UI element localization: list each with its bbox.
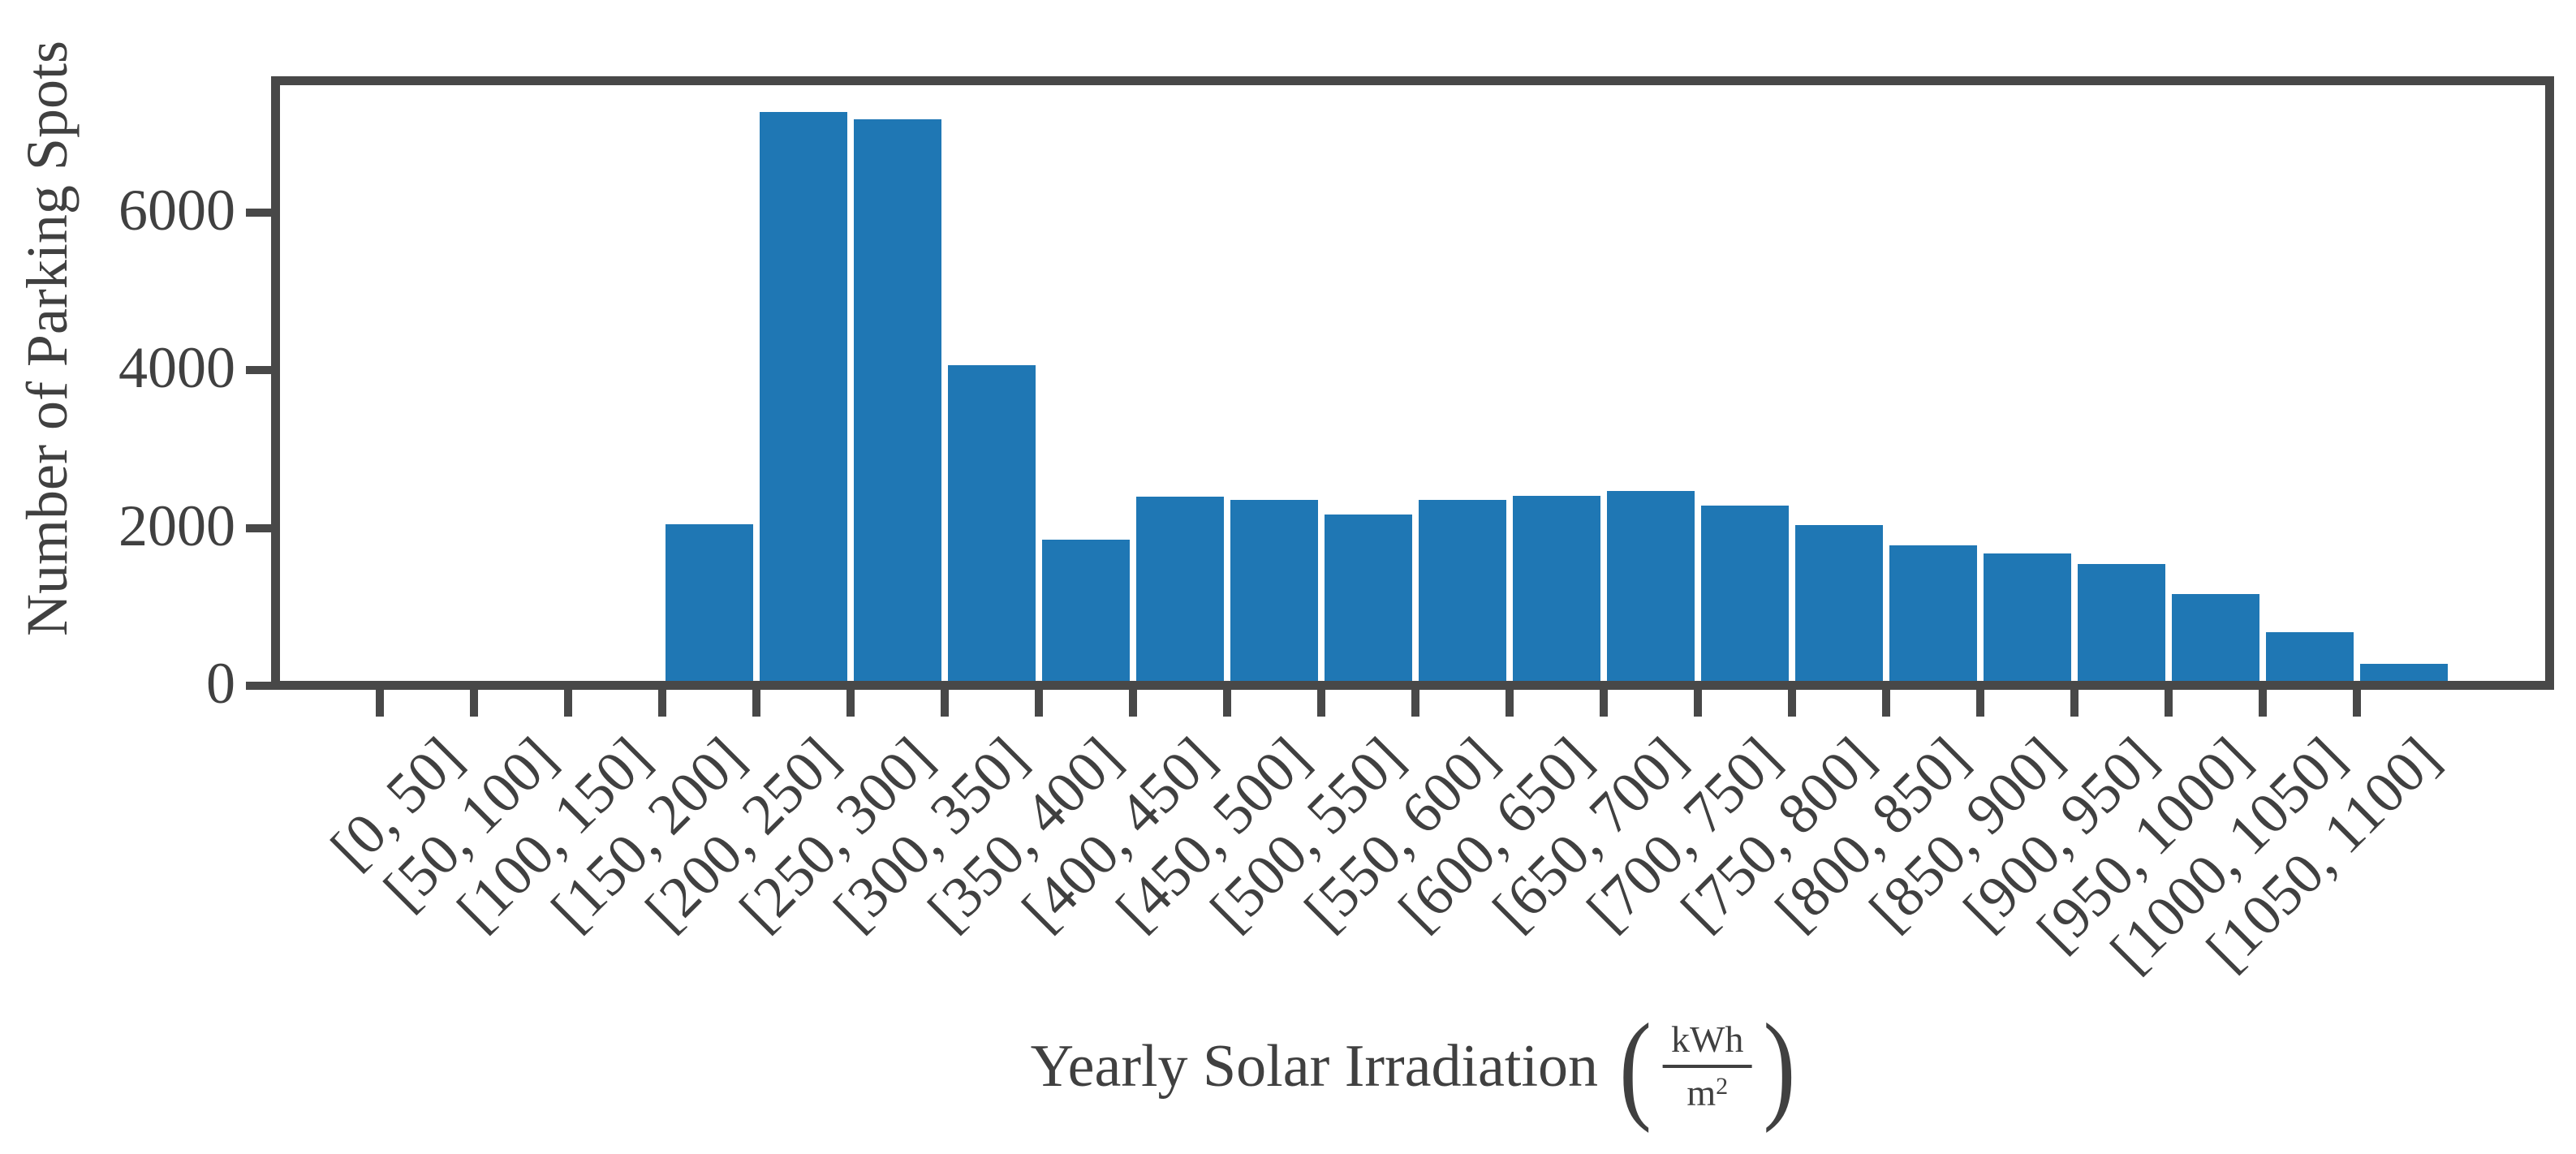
- bar: [666, 523, 753, 681]
- x-tick-mark: [470, 690, 478, 717]
- x-tick-mark: [2165, 690, 2173, 717]
- x-tick-mark: [1317, 690, 1325, 717]
- bar: [2172, 594, 2259, 681]
- x-tick-mark: [1694, 690, 1702, 717]
- bar: [1325, 515, 1412, 681]
- y-tick-mark: [246, 366, 271, 375]
- x-tick-mark: [1506, 690, 1514, 717]
- x-tick-mark: [2353, 690, 2361, 717]
- bar: [2266, 631, 2354, 681]
- y-tick-mark: [246, 208, 271, 217]
- x-tick-mark: [658, 690, 666, 717]
- y-tick-mark: [246, 523, 271, 532]
- bar: [1701, 506, 1789, 681]
- x-tick-mark: [376, 690, 384, 717]
- x-tick-mark: [1788, 690, 1796, 717]
- x-tick-mark: [1882, 690, 1890, 717]
- x-tick-mark: [941, 690, 949, 717]
- y-tick-label: 6000: [118, 178, 235, 243]
- bar: [1513, 495, 1600, 681]
- bar: [1042, 540, 1130, 681]
- y-tick-mark: [246, 682, 271, 690]
- bar: [1984, 553, 2071, 681]
- x-tick-mark: [2070, 690, 2078, 717]
- x-tick-mark: [2259, 690, 2267, 717]
- x-tick-mark: [1129, 690, 1137, 717]
- y-tick-label: 4000: [118, 335, 235, 401]
- bar: [1607, 490, 1695, 681]
- bar: [1889, 545, 1977, 681]
- x-axis-label: Yearly Solar Irradiation ( kWh m2 ): [1030, 1005, 1796, 1126]
- bar: [2360, 663, 2448, 681]
- unit-numerator: kWh: [1663, 1021, 1752, 1068]
- bar: [760, 111, 847, 681]
- x-tick-mark: [752, 690, 760, 717]
- x-tick-mark: [1976, 690, 1984, 717]
- bar: [1230, 499, 1318, 681]
- close-paren-glyph: ): [1763, 998, 1796, 1134]
- y-tick-label: 2000: [118, 493, 235, 558]
- unit-fraction: kWh m2: [1663, 1021, 1752, 1113]
- x-axis-label-text: Yearly Solar Irradiation: [1030, 1033, 1599, 1100]
- x-tick-mark: [564, 690, 572, 717]
- x-tick-mark: [1035, 690, 1043, 717]
- bar: [2078, 564, 2165, 681]
- bar: [948, 364, 1036, 681]
- bar: [1136, 496, 1224, 681]
- plot-area: [271, 76, 2554, 690]
- bar: [1419, 499, 1506, 681]
- x-tick-mark: [1223, 690, 1231, 717]
- y-tick-label: 0: [206, 651, 235, 717]
- open-paren-glyph: (: [1619, 998, 1652, 1134]
- x-tick-mark: [1600, 690, 1608, 717]
- bar: [854, 119, 941, 681]
- bar: [1795, 524, 1883, 681]
- x-tick-mark: [1411, 690, 1419, 717]
- unit-denominator: m2: [1686, 1072, 1729, 1113]
- y-axis-label-text: Number of Parking Spots: [15, 41, 80, 636]
- x-tick-mark: [846, 690, 855, 717]
